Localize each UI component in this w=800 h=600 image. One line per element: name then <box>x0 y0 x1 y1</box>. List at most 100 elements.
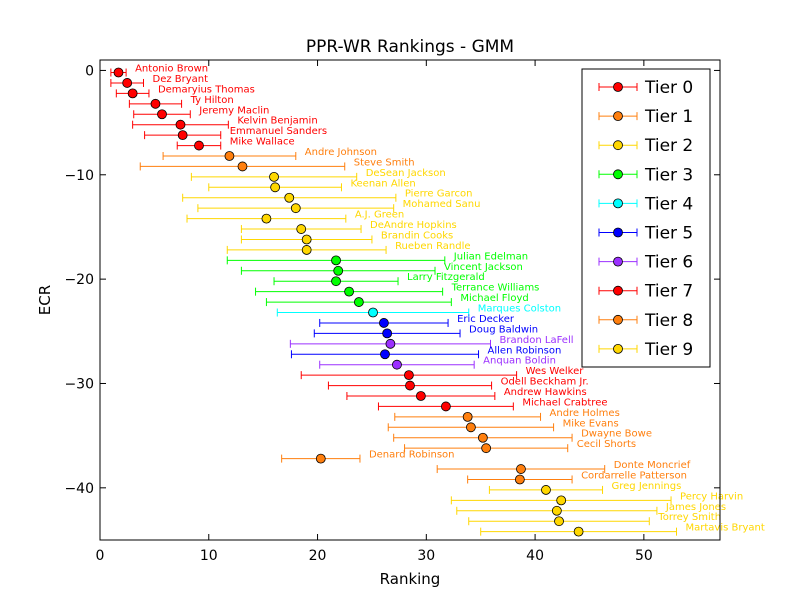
data-point <box>331 276 341 287</box>
data-point <box>177 130 188 141</box>
data-point <box>353 297 364 307</box>
player-label: Mike Evans <box>563 418 619 429</box>
data-point <box>344 286 354 297</box>
player-label: Dez Bryant <box>153 74 209 85</box>
y-tick-label: −20 <box>64 272 94 288</box>
legend-label: Tier 2 <box>644 136 693 156</box>
data-point <box>481 443 492 454</box>
player-label: Cecil Shorts <box>577 439 636 450</box>
player-label: Mike Wallace <box>230 137 295 148</box>
data-point <box>331 255 341 266</box>
legend-label: Tier 6 <box>644 253 693 273</box>
y-tick-label: −40 <box>64 481 94 497</box>
legend-marker <box>613 82 623 92</box>
legend-marker <box>613 256 623 267</box>
x-tick-label: 10 <box>200 548 218 564</box>
legend-label: Tier 9 <box>644 340 693 360</box>
data-point <box>269 171 279 182</box>
player-label: Mohamed Sanu <box>403 199 481 210</box>
data-point <box>462 411 473 422</box>
player-label: Eric Decker <box>457 314 515 325</box>
data-point <box>378 318 389 328</box>
player-label: Martavis Bryant <box>685 523 764 534</box>
player-label: Michael Crabtree <box>522 397 607 408</box>
x-tick-label: 50 <box>635 548 653 564</box>
y-tick-label: −10 <box>64 168 94 184</box>
data-point <box>405 380 415 391</box>
data-point <box>516 464 526 474</box>
player-label: Keenan Allen <box>350 178 415 189</box>
legend-label: Tier 7 <box>644 282 693 302</box>
player-label: Larry Fitzgerald <box>407 272 485 283</box>
player-label: Dwayne Bowe <box>581 429 652 440</box>
player-label: Jeremy Maclin <box>198 105 269 116</box>
data-point <box>404 370 414 381</box>
data-point <box>368 307 378 318</box>
data-point <box>301 234 312 245</box>
player-label: Brandon LaFell <box>499 335 573 346</box>
legend-box <box>581 68 711 368</box>
player-label: Andrew Hawkins <box>504 387 587 398</box>
x-tick-label: 0 <box>96 548 105 564</box>
player-label: Cordarrelle Patterson <box>581 470 687 481</box>
data-point <box>315 453 326 464</box>
data-point <box>301 245 312 255</box>
player-label: Andre Holmes <box>550 408 620 419</box>
data-point <box>382 328 393 339</box>
legend-marker <box>613 198 623 209</box>
player-label: Donte Moncrief <box>614 460 691 471</box>
player-label: Ty Hilton <box>190 95 234 106</box>
data-point <box>224 151 235 161</box>
data-point <box>392 359 402 370</box>
player-label: Emmanuel Sanders <box>230 126 327 137</box>
player-label: Rueben Randle <box>395 241 470 252</box>
data-point <box>551 505 562 516</box>
player-label: Torrey Smith <box>657 512 721 523</box>
data-point <box>194 140 204 151</box>
legend: Tier 0 Tier 1 Tier 2 Tier 3 Tier 4 Tier 5 Tier… <box>581 68 711 368</box>
data-point <box>157 109 167 120</box>
player-label: Doug Baldwin <box>469 324 538 335</box>
player-label: Denard Robinson <box>369 450 455 461</box>
legend-marker <box>613 227 623 238</box>
data-point <box>113 67 124 78</box>
legend-label: Tier 4 <box>644 194 693 214</box>
data-point <box>175 119 186 130</box>
player-label: Greg Jennings <box>612 481 682 492</box>
player-label: DeSean Jackson <box>366 168 446 179</box>
data-point <box>380 349 390 360</box>
data-point <box>284 192 295 203</box>
player-label: Odell Beckham Jr. <box>501 377 589 388</box>
player-label: Pierre Garcon <box>405 189 473 200</box>
x-tick-label: 30 <box>417 548 435 564</box>
player-label: Demaryius Thomas <box>158 84 255 95</box>
data-point <box>385 338 396 349</box>
player-label: Michael Floyd <box>460 293 528 304</box>
data-point <box>237 161 248 172</box>
legend-label: Tier 3 <box>644 165 693 185</box>
data-point <box>127 88 138 99</box>
data-point <box>261 213 272 224</box>
axis-ticks: 0 10 20 30 40 50 0 −10 −20 −30 −40 <box>64 60 720 564</box>
data-point <box>122 78 133 88</box>
data-point <box>150 98 161 109</box>
data-point <box>333 265 344 276</box>
player-label: DeAndre Hopkins <box>370 220 457 231</box>
player-label: Vincent Jackson <box>444 262 523 273</box>
legend-marker <box>613 314 623 325</box>
player-label: Andre Johnson <box>305 147 377 158</box>
data-point <box>541 485 551 495</box>
legend-marker <box>613 111 623 121</box>
legend-label: Tier 8 <box>644 311 693 331</box>
data-point <box>290 203 301 214</box>
x-tick-label: 40 <box>526 548 544 564</box>
data-point <box>440 401 451 412</box>
player-label: Antonio Brown <box>135 64 208 75</box>
player-label: Anquan Boldin <box>483 356 556 367</box>
player-label: A.J. Green <box>355 210 404 221</box>
data-point <box>556 495 567 506</box>
legend-label: Tier 0 <box>644 78 693 98</box>
legend-label: Tier 1 <box>644 107 693 127</box>
